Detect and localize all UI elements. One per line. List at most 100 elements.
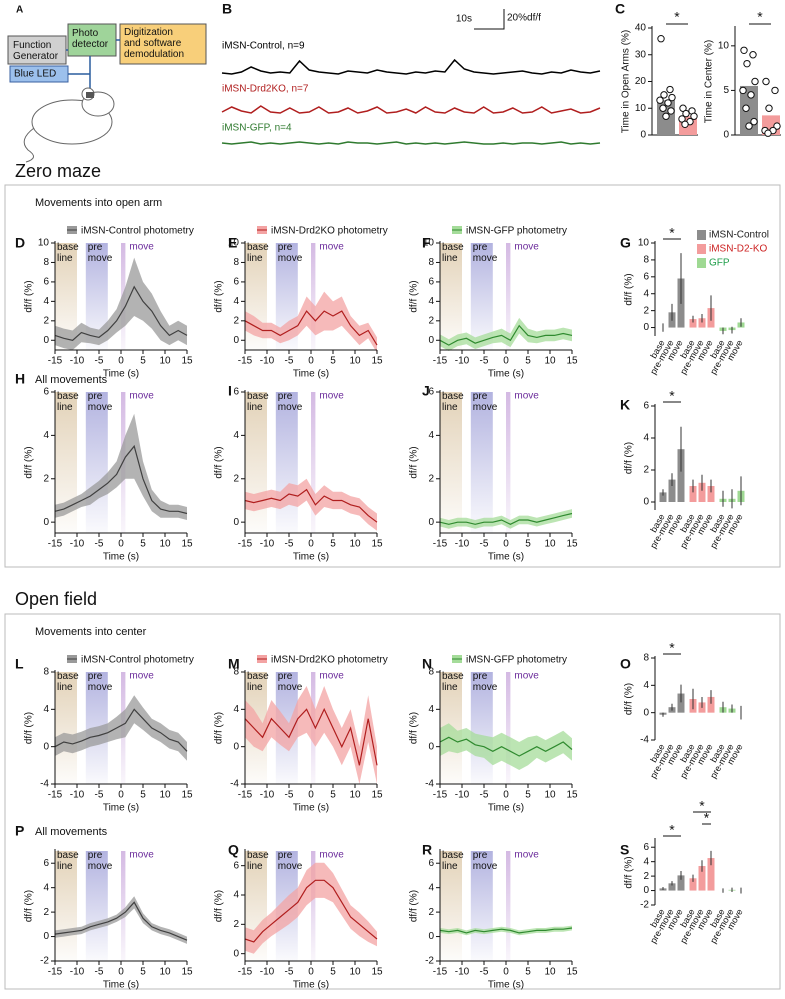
y-tick-label: 4	[43, 704, 49, 715]
x-tick-label: -5	[480, 790, 489, 801]
legend-swatch	[697, 230, 706, 240]
panel-letter: K	[620, 397, 630, 413]
error-band	[440, 925, 572, 936]
y-tick-label: 0	[723, 130, 729, 141]
box-label: Digitization and software demodulation	[124, 27, 184, 60]
x-tick-label: 10	[349, 967, 361, 978]
window-label: move	[129, 391, 154, 402]
window-label: move	[514, 850, 539, 861]
data-point	[745, 122, 753, 130]
mean-line	[244, 707, 378, 766]
window-label: move	[319, 391, 344, 402]
y-tick-label: -4	[230, 779, 239, 790]
x-axis-label: Time (s)	[103, 369, 139, 380]
x-tick-label: -10	[70, 967, 85, 978]
time-window	[245, 392, 267, 533]
y-tick-label: 4	[233, 890, 239, 901]
y-tick-label: 6	[428, 277, 434, 288]
y-tick-label: 20	[635, 76, 647, 87]
data-point	[743, 59, 751, 68]
error-band	[245, 478, 377, 531]
y-tick-label: 2	[643, 305, 649, 316]
mean-line	[439, 512, 573, 525]
bar	[689, 878, 697, 891]
x-tick-label: -15	[433, 539, 448, 550]
time-window	[85, 243, 108, 350]
x-tick-label: -5	[480, 356, 489, 367]
trace	[221, 141, 601, 145]
time-window	[55, 243, 77, 350]
trace-label: iMSN-GFP, n=4	[222, 123, 292, 134]
x-tick-label: 5	[525, 356, 531, 367]
mean-line	[244, 488, 378, 523]
x-tick-label: -5	[285, 539, 294, 550]
y-tick-label: 4	[643, 680, 649, 691]
x-tick-label: 15	[371, 539, 383, 550]
y-tick-label: 4	[643, 288, 649, 299]
setup-diagram: A Function Generator Photo detector Digiti…	[7, 5, 207, 163]
y-axis-label: df/f (%)	[624, 856, 635, 888]
x-tick-label: 15	[566, 539, 578, 550]
y-axis-label: df/f (%)	[24, 890, 35, 922]
y-tick-label: 6	[428, 858, 434, 869]
bar	[677, 875, 685, 891]
x-tick-label: 0	[503, 790, 509, 801]
y-tick-label: -4	[425, 779, 434, 790]
window-label: pre move	[473, 671, 498, 693]
data-point	[762, 77, 770, 86]
window-label: base line	[247, 850, 269, 872]
y-tick-label: 0	[643, 497, 649, 508]
x-tick-label: -15	[238, 790, 253, 801]
x-tick-label: -15	[433, 790, 448, 801]
sig-star: *	[669, 225, 675, 241]
y-tick-label: 2	[643, 871, 649, 882]
x-tick-label: 15	[566, 356, 578, 367]
x-tick-label: 15	[181, 356, 193, 367]
error-band	[245, 686, 377, 784]
legend-label: iMSN-GFP photometry	[466, 655, 567, 666]
error-band	[440, 723, 572, 770]
y-tick-label: -2	[425, 956, 434, 967]
y-tick-label: 0	[428, 335, 434, 346]
legend-swatch	[697, 258, 706, 268]
x-tick-label: 5	[525, 967, 531, 978]
x-tick-label: 10	[544, 356, 556, 367]
x-tick-label: -10	[70, 539, 85, 550]
panel-letter: P	[15, 823, 24, 839]
bar	[689, 486, 697, 502]
x-tick-label: 15	[566, 790, 578, 801]
y-tick-label: 2	[428, 907, 434, 918]
time-window	[55, 672, 77, 784]
panel-letter: I	[228, 383, 232, 399]
time-window	[121, 851, 126, 961]
y-tick-label: 10	[635, 103, 647, 114]
x-tick-label: 15	[371, 790, 383, 801]
y-tick-label: 8	[233, 667, 239, 678]
window-label: pre move	[278, 391, 303, 413]
time-window	[440, 243, 462, 350]
x-tick-label: -10	[260, 356, 275, 367]
x-tick-label: 0	[118, 790, 124, 801]
window-label: move	[129, 242, 154, 253]
y-tick-label: 2	[428, 473, 434, 484]
window-label: pre move	[473, 850, 498, 872]
data-point	[662, 112, 670, 120]
y-tick-label: 0	[233, 335, 239, 346]
y-axis-label: df/f (%)	[409, 280, 420, 312]
y-tick-label: -2	[640, 900, 649, 911]
panel-letter: B	[222, 1, 232, 17]
bar	[677, 449, 685, 502]
y-tick-label: 6	[233, 277, 239, 288]
y-tick-label: -2	[40, 956, 49, 967]
y-tick-label: 0	[428, 517, 434, 528]
x-tick-label: -15	[48, 790, 63, 801]
time-window	[311, 243, 316, 350]
x-tick-label: 10	[544, 539, 556, 550]
x-tick-label: 5	[140, 539, 146, 550]
panel-letter: L	[15, 656, 24, 672]
panel-letter: S	[620, 842, 629, 858]
window-label: base line	[57, 242, 79, 264]
bar	[707, 858, 715, 891]
